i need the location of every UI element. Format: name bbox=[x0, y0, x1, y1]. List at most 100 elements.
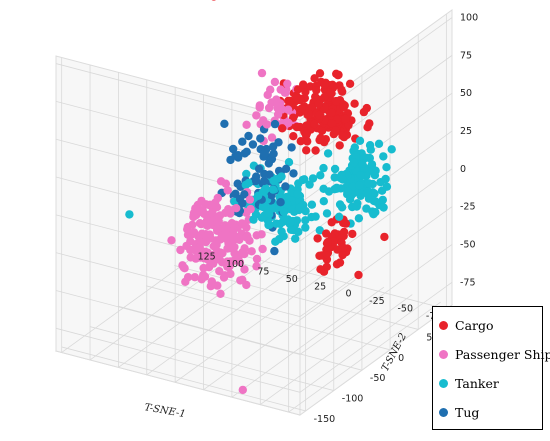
point-tug bbox=[244, 131, 253, 141]
point-passenger-ship bbox=[240, 265, 249, 274]
point-tanker bbox=[319, 184, 328, 193]
point-passenger-ship bbox=[204, 220, 213, 229]
point-passenger-ship bbox=[200, 272, 210, 281]
point-tanker bbox=[349, 158, 358, 167]
point-tug bbox=[238, 137, 247, 146]
z-tick-label: -50 bbox=[460, 239, 476, 250]
point-tug bbox=[269, 142, 278, 151]
z-grid-line-back bbox=[299, 244, 453, 355]
x-tick-label: 125 bbox=[198, 251, 216, 262]
point-tanker bbox=[294, 227, 303, 236]
point-tanker bbox=[316, 171, 325, 180]
point-passenger-ship bbox=[227, 219, 237, 228]
point-passenger-ship bbox=[242, 120, 251, 129]
point-passenger-ship bbox=[197, 207, 206, 217]
point-cargo bbox=[326, 88, 335, 98]
point-tug bbox=[287, 143, 296, 152]
point-passenger-ship bbox=[236, 276, 245, 285]
point-tanker bbox=[358, 159, 367, 168]
point-passenger-ship bbox=[229, 235, 239, 244]
point-tanker bbox=[355, 181, 364, 190]
data-points bbox=[125, 0, 396, 395]
point-tanker bbox=[379, 152, 388, 161]
point-tanker bbox=[322, 209, 332, 218]
point-passenger-ship bbox=[226, 209, 235, 218]
point-passenger-ship bbox=[207, 277, 216, 286]
point-cargo bbox=[332, 260, 342, 269]
z-tick-label: -75 bbox=[460, 277, 476, 288]
point-tug bbox=[240, 149, 249, 158]
z-grid-line-back bbox=[299, 92, 453, 204]
legend-marker bbox=[439, 408, 448, 417]
point-tanker bbox=[379, 203, 388, 212]
point-cargo bbox=[339, 103, 348, 112]
x-grid-line-floor bbox=[203, 279, 356, 391]
point-cargo bbox=[302, 146, 311, 155]
z-grid-line-back bbox=[299, 55, 453, 166]
point-tug bbox=[270, 246, 279, 256]
y-grid-line-floor bbox=[117, 305, 363, 371]
x-tick-label: 75 bbox=[257, 266, 269, 277]
point-tanker bbox=[368, 166, 377, 176]
z-tick-label: 75 bbox=[460, 50, 472, 61]
point-cargo bbox=[299, 80, 308, 89]
point-passenger-ship bbox=[216, 289, 225, 298]
point-tanker bbox=[352, 202, 361, 211]
point-tanker bbox=[330, 164, 340, 174]
point-tanker bbox=[334, 212, 344, 221]
point-tug bbox=[251, 176, 261, 186]
point-cargo bbox=[296, 137, 305, 146]
point-passenger-ship bbox=[219, 273, 229, 282]
point-passenger-ship bbox=[190, 273, 200, 282]
point-cargo bbox=[338, 250, 347, 260]
point-cargo bbox=[313, 234, 322, 243]
point-tanker bbox=[125, 210, 134, 219]
x-tick-label: 50 bbox=[286, 274, 298, 285]
point-tanker bbox=[315, 226, 324, 235]
point-tanker bbox=[387, 145, 396, 154]
point-tanker bbox=[319, 197, 328, 206]
point-tanker bbox=[363, 189, 372, 198]
point-passenger-ship bbox=[191, 204, 200, 213]
point-passenger-ship bbox=[270, 77, 280, 87]
point-tug bbox=[248, 140, 258, 149]
x-tick-label: 25 bbox=[314, 281, 326, 292]
point-tanker bbox=[265, 220, 274, 229]
point-cargo bbox=[380, 232, 389, 242]
y-grid-line-floor bbox=[145, 285, 391, 351]
legend-item-passenger-ship: Passenger Ship bbox=[439, 340, 550, 369]
point-cargo bbox=[363, 123, 372, 132]
point-cargo bbox=[316, 265, 325, 274]
point-passenger-ship bbox=[201, 232, 211, 241]
point-tanker bbox=[362, 204, 371, 213]
point-passenger-ship bbox=[195, 243, 204, 252]
point-cargo bbox=[278, 124, 287, 133]
x-tick-label: 0 bbox=[346, 289, 352, 300]
point-tug bbox=[260, 176, 269, 186]
point-cargo bbox=[362, 103, 371, 113]
x-grid-line-floor bbox=[118, 257, 271, 368]
point-cargo bbox=[316, 133, 325, 143]
point-passenger-ship bbox=[203, 248, 213, 257]
point-passenger-ship bbox=[243, 232, 252, 242]
point-tanker bbox=[291, 234, 300, 243]
point-cargo bbox=[341, 114, 350, 124]
point-tanker bbox=[301, 206, 310, 216]
point-tug bbox=[233, 151, 243, 160]
z-grid-line-left bbox=[55, 290, 301, 355]
point-cargo bbox=[315, 69, 325, 78]
legend-item-cargo: Cargo bbox=[439, 311, 536, 340]
point-tug bbox=[254, 164, 264, 173]
point-passenger-ship bbox=[252, 254, 262, 264]
point-tug bbox=[260, 169, 269, 179]
point-tanker bbox=[350, 143, 359, 152]
point-cargo bbox=[332, 69, 341, 79]
x-grid-line-floor bbox=[288, 301, 441, 413]
z-tick-label: 25 bbox=[460, 126, 472, 137]
point-cargo bbox=[314, 99, 323, 109]
point-tanker bbox=[369, 210, 378, 219]
point-tanker bbox=[275, 219, 285, 229]
point-tanker bbox=[365, 141, 375, 150]
legend-item-tanker: Tanker bbox=[439, 369, 536, 398]
x-tick-label: -25 bbox=[369, 296, 385, 307]
